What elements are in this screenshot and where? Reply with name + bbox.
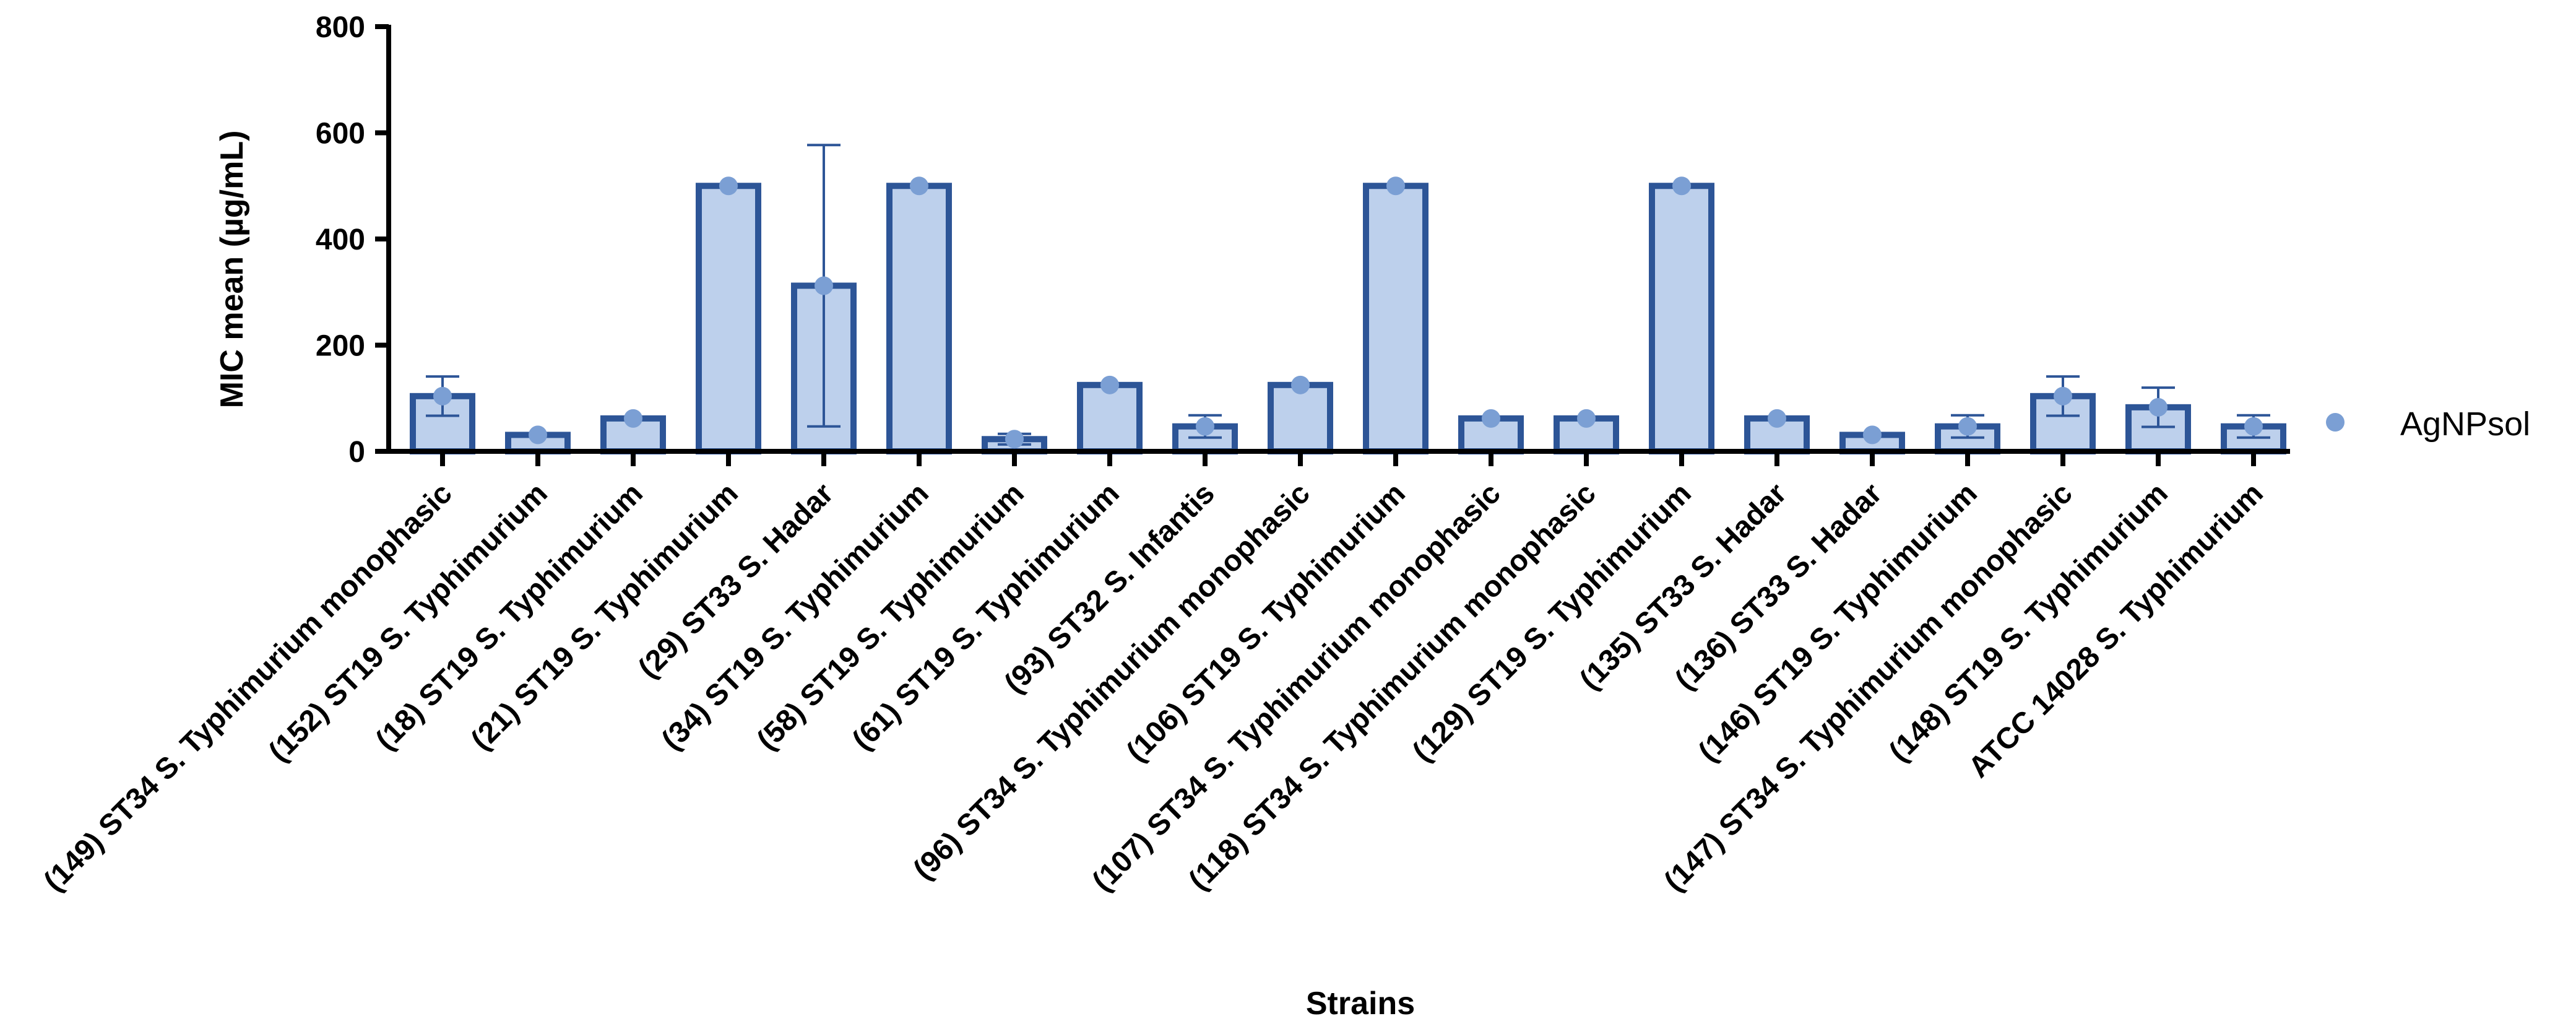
bar bbox=[886, 183, 952, 454]
bar bbox=[1363, 183, 1428, 454]
data-point bbox=[1005, 430, 1024, 449]
data-point bbox=[1958, 417, 1977, 436]
y-tick-label: 600 bbox=[316, 118, 365, 150]
data-point bbox=[433, 386, 452, 406]
bar bbox=[1649, 183, 1714, 454]
legend-label: AgNPsol bbox=[2400, 406, 2530, 443]
data-point bbox=[815, 276, 833, 295]
error-bars-layer bbox=[426, 144, 2270, 446]
y-tick-label: 200 bbox=[316, 330, 365, 363]
data-point bbox=[1863, 425, 1882, 445]
data-point bbox=[2244, 417, 2263, 436]
y-tick-label: 400 bbox=[316, 224, 365, 256]
data-point bbox=[1100, 375, 1119, 394]
data-point bbox=[1768, 409, 1786, 428]
data-point bbox=[1291, 375, 1310, 394]
bar bbox=[1268, 381, 1333, 454]
data-point bbox=[910, 176, 928, 196]
data-point bbox=[2149, 397, 2168, 417]
data-point bbox=[1672, 176, 1691, 196]
legend-marker bbox=[2326, 413, 2345, 432]
bars-layer bbox=[410, 183, 2286, 455]
bar bbox=[1077, 381, 1143, 454]
data-point bbox=[624, 409, 642, 428]
data-point bbox=[1482, 409, 1500, 428]
data-point bbox=[2054, 386, 2072, 406]
data-point bbox=[1386, 176, 1405, 196]
data-point bbox=[1196, 417, 1214, 436]
points-layer bbox=[433, 176, 2263, 449]
x-ticks-layer: (149) ST34 S. Typhimurium monophasic(152… bbox=[38, 451, 2270, 898]
x-axis-title: Strains bbox=[1306, 986, 1415, 1022]
y-tick-label: 0 bbox=[348, 436, 365, 469]
data-point bbox=[719, 176, 738, 196]
data-point bbox=[529, 425, 547, 445]
data-point bbox=[1577, 409, 1596, 428]
y-tick-label: 800 bbox=[316, 11, 365, 44]
y-axis-title: MIC mean (µg/mL) bbox=[214, 131, 250, 409]
y-ticks-layer: 0 200 400 600 800 bbox=[316, 11, 389, 469]
x-tick-label: (149) ST34 S. Typhimurium monophasic bbox=[38, 477, 459, 898]
bar bbox=[696, 183, 761, 454]
